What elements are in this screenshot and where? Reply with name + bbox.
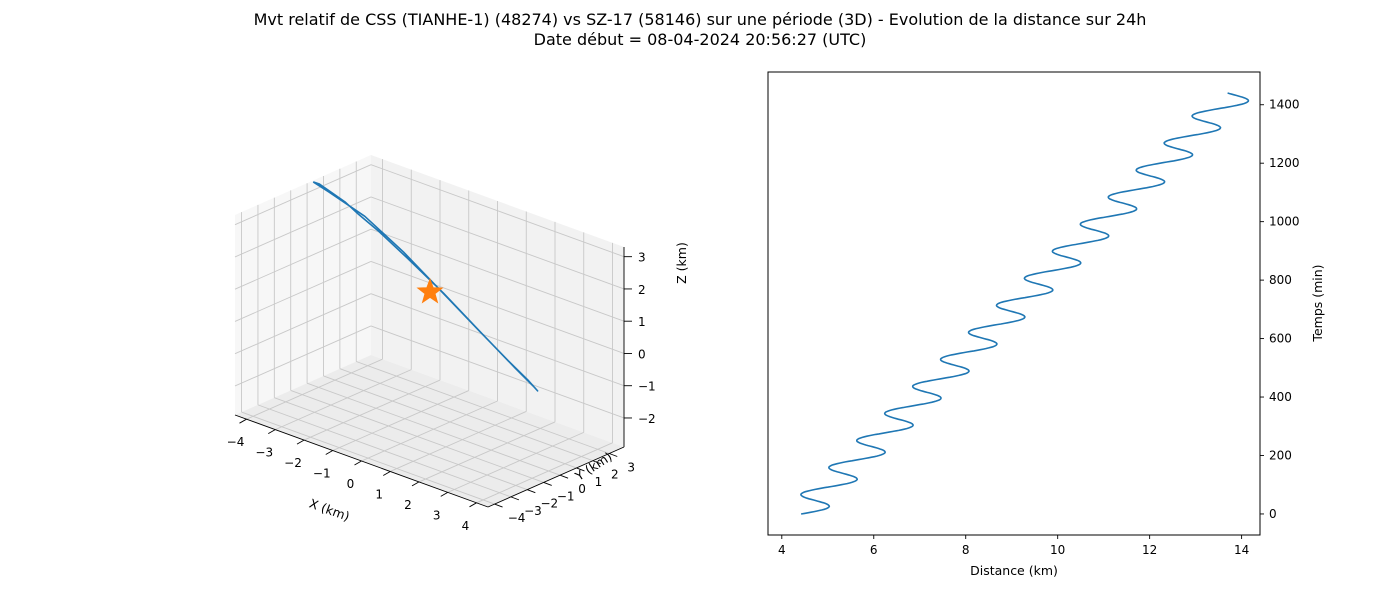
- floor-gridline-y: [323, 375, 577, 469]
- x-axis-ticks: 4 6 8 10 12 14: [778, 535, 1249, 557]
- x-tick-mark: [440, 491, 448, 497]
- x-tick-label: 2: [404, 498, 412, 512]
- x-axis-label: Distance (km): [970, 563, 1058, 578]
- distance-series-line: [800, 92, 1250, 515]
- y-tick-label: 800: [1269, 273, 1292, 287]
- y-tick-label: 400: [1269, 390, 1292, 404]
- y-tick-label: −3: [524, 504, 542, 518]
- back-gridline-z: [370, 228, 625, 322]
- y-axis-label: Temps (min): [1310, 264, 1325, 342]
- x-tick-label: −4: [227, 435, 245, 449]
- x-tick-label: 4: [462, 519, 470, 533]
- origin-star-marker: [416, 277, 444, 304]
- y-tick-mark: [576, 467, 585, 472]
- z-tick-label: 0: [638, 347, 646, 361]
- x-tick-label: 6: [870, 543, 878, 557]
- back-gridline-z: [370, 196, 625, 290]
- axes-3d-series: [312, 181, 539, 392]
- back-gridline-z: [370, 325, 625, 419]
- y-tick-label: 2: [611, 468, 619, 482]
- y-tick-mark: [559, 474, 569, 479]
- figure-title: Mvt relatif de CSS (TIANHE-1) (48274) vs…: [253, 10, 1147, 29]
- x-tick-label: 0: [347, 477, 355, 491]
- plot-frame: [767, 71, 1261, 536]
- floor-gridline-y: [257, 404, 512, 498]
- x-tick-label: 10: [1050, 543, 1065, 557]
- x-tick-label: 1: [375, 487, 383, 501]
- left-gridline-z: [234, 325, 372, 387]
- axes-3d-grid: [234, 159, 625, 505]
- back-gridline-z: [370, 261, 625, 354]
- floor-gridline-y: [290, 389, 544, 483]
- y-tick-label: −4: [508, 511, 526, 525]
- y-tick-label: 1000: [1269, 215, 1300, 229]
- x-tick-label: −1: [313, 467, 331, 481]
- y-tick-label: −1: [557, 489, 575, 503]
- y-tick-label: −2: [540, 497, 558, 511]
- x-tick-mark: [239, 418, 247, 424]
- z3d-axis-label: Z (km): [674, 242, 689, 284]
- floor-gridline-y: [306, 382, 561, 476]
- z-tick-label: −1: [638, 380, 656, 394]
- left-gridline-z: [234, 196, 372, 258]
- z-tick-label: −2: [638, 412, 656, 426]
- x-tick-mark: [411, 481, 420, 487]
- z-tick-label: 3: [638, 251, 646, 265]
- back-gridline-z: [370, 293, 625, 387]
- x-tick-mark: [354, 460, 362, 466]
- y-tick-label: 200: [1269, 448, 1292, 462]
- x-tick-label: 3: [433, 508, 441, 522]
- orbit-line: [312, 181, 539, 392]
- left-pane: [235, 155, 371, 415]
- floor-gridline-y: [274, 397, 528, 491]
- back-gridline-z: [370, 164, 625, 258]
- x-tick-label: −3: [255, 446, 273, 460]
- x-tick-label: 4: [778, 543, 786, 557]
- y-tick-label: 600: [1269, 332, 1292, 346]
- floor-gridline-y: [241, 411, 495, 505]
- y-tick-mark: [609, 453, 618, 457]
- y-tick-mark: [494, 503, 503, 508]
- y-tick-label: 0: [1269, 507, 1277, 521]
- y-tick-label: 3: [627, 461, 635, 475]
- y-tick-label: 1400: [1269, 98, 1300, 112]
- left-gridline-z: [234, 261, 372, 322]
- axes-3d-axes: [234, 247, 632, 508]
- x-tick-label: 14: [1234, 543, 1249, 557]
- x-tick-label: 12: [1142, 543, 1157, 557]
- floor-gridline-y: [339, 368, 594, 462]
- y-tick-label: 1200: [1269, 156, 1300, 170]
- y-tick-mark: [510, 496, 520, 501]
- floor-gridline-y: [356, 361, 610, 454]
- x-tick-mark: [325, 450, 333, 455]
- x-tick-mark: [296, 439, 305, 445]
- figure-subtitle: Date début = 08-04-2024 20:56:27 (UTC): [533, 30, 867, 49]
- y-tick-label: 1: [595, 475, 603, 489]
- y-axis-ticks: 0 200 400 600 800 1000 1200 1400: [1260, 98, 1300, 521]
- x-tick-label: −2: [284, 456, 302, 470]
- z-tick-label: 2: [638, 283, 646, 297]
- y-tick-mark: [592, 460, 602, 465]
- y-tick-mark: [527, 489, 536, 494]
- left-gridline-z: [234, 293, 372, 355]
- x-tick-mark: [268, 429, 276, 435]
- left-gridline-z: [234, 164, 372, 226]
- y-axis-line: [487, 446, 625, 508]
- left-gridline-z: [234, 228, 372, 290]
- x-tick-mark: [469, 502, 477, 508]
- x-tick-label: 8: [962, 543, 970, 557]
- x-tick-mark: [383, 471, 391, 476]
- y-tick-mark: [543, 482, 552, 486]
- y-tick-label: 0: [578, 482, 586, 496]
- z-tick-label: 1: [638, 315, 646, 329]
